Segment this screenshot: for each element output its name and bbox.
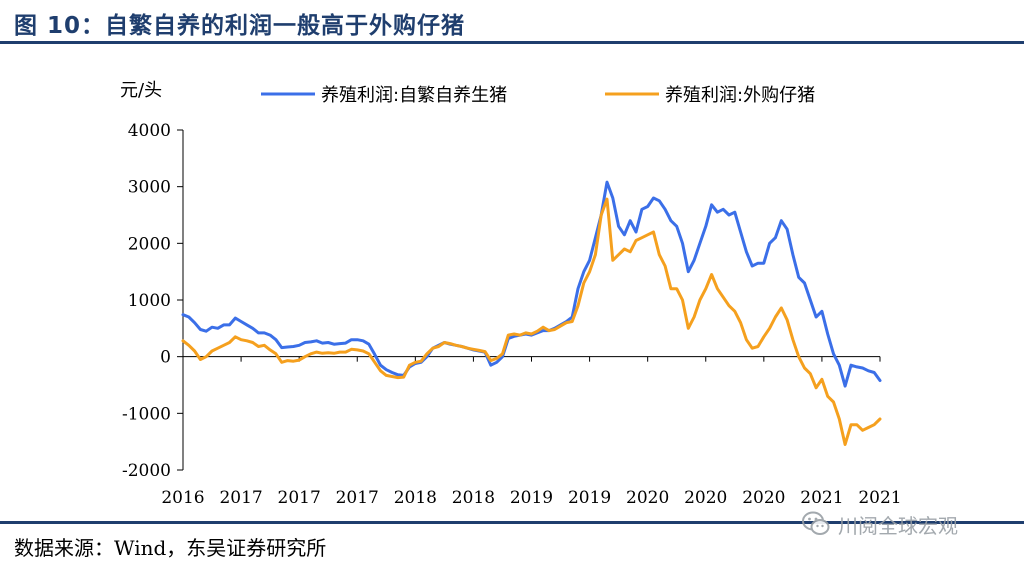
x-tick-label: 2020 <box>742 488 785 508</box>
y-tick-label: 3000 <box>128 178 171 198</box>
y-tick-label: 2000 <box>128 234 171 254</box>
x-axis: 2016 2017 2017 2017 2018 2018 2019 2019 2020 2020… <box>161 356 902 508</box>
series-layer <box>181 180 882 446</box>
x-tick-label: 2019 <box>510 488 553 508</box>
x-tick-label: 2017 <box>219 488 262 508</box>
x-tick-label: 2016 <box>161 488 204 508</box>
x-tick-label: 2020 <box>684 488 727 508</box>
y-tick-label: -1000 <box>122 404 171 424</box>
y-axis: 4000 3000 2000 1000 0 -1000 -2000 <box>122 121 184 481</box>
series-line-2 <box>181 197 882 446</box>
page-title: 图 10：自繁自养的利润一般高于外购仔猪 <box>14 13 466 39</box>
line-chart: 4000 3000 2000 1000 0 -1000 -2000 2016 2017 2017… <box>120 80 902 508</box>
x-tick-label: 2021 <box>858 488 901 508</box>
x-tick-label: 2018 <box>394 488 437 508</box>
y-tick-label: 1000 <box>128 291 171 311</box>
x-tick-label: 2018 <box>452 488 495 508</box>
x-tick-label: 2017 <box>336 488 379 508</box>
x-tick-label: 2017 <box>278 488 321 508</box>
y-unit-label: 元/头 <box>120 80 162 101</box>
legend-label-1: 养殖利润:自繁自养生猪 <box>321 84 507 106</box>
y-tick-label: 0 <box>160 348 171 368</box>
watermark: 川阅全球宏观 <box>800 508 958 540</box>
footer-divider <box>0 521 1024 524</box>
source-note: 数据来源：Wind，东吴证券研究所 <box>14 536 327 560</box>
y-tick-label: -2000 <box>122 461 171 481</box>
watermark-text: 川阅全球宏观 <box>838 513 958 538</box>
legend: 养殖利润:自繁自养生猪 养殖利润:外购仔猪 <box>261 84 815 106</box>
legend-label-2: 养殖利润:外购仔猪 <box>665 84 815 106</box>
series-line-1 <box>181 180 882 388</box>
y-tick-label: 4000 <box>128 121 171 141</box>
x-tick-label: 2019 <box>568 488 611 508</box>
title-divider <box>0 41 1024 44</box>
x-tick-label: 2021 <box>800 488 843 508</box>
x-tick-label: 2020 <box>626 488 669 508</box>
wechat-icon <box>802 511 830 535</box>
